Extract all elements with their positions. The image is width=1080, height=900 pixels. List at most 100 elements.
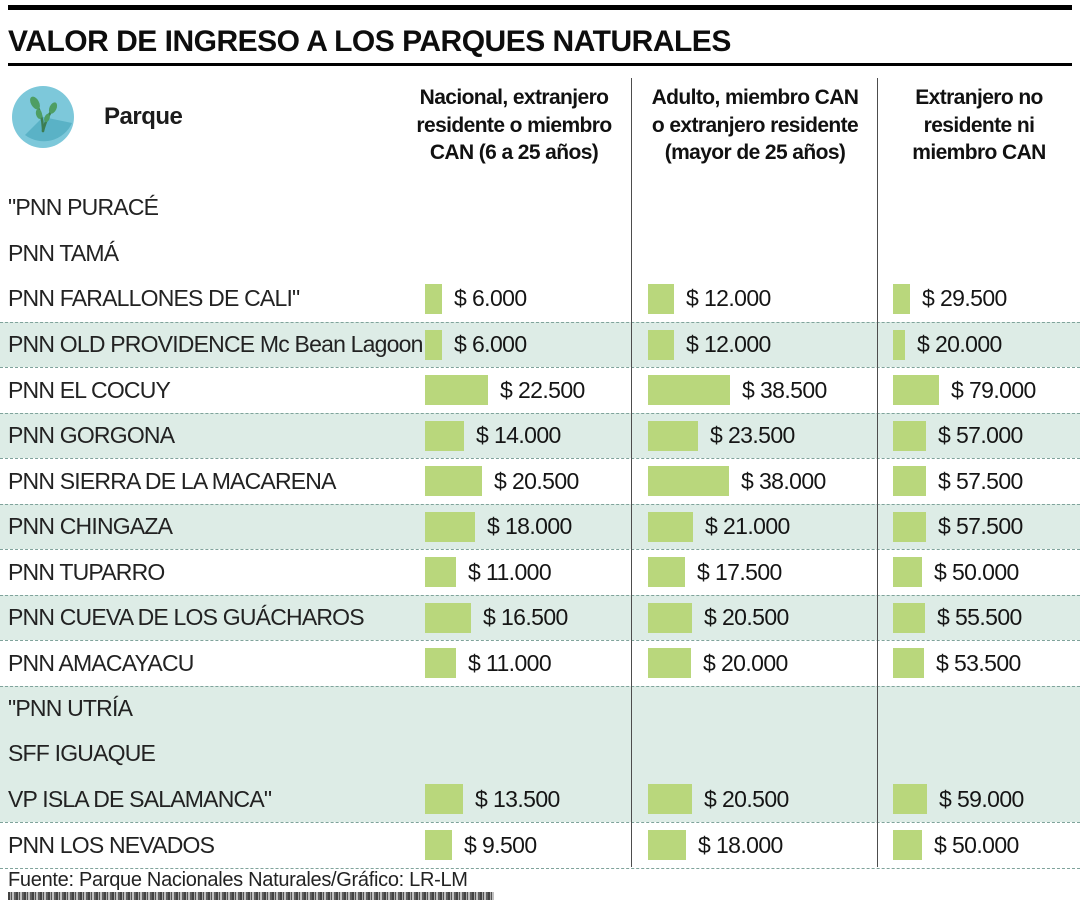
value-bar: [425, 830, 452, 861]
value-bar: [893, 420, 926, 451]
park-name: PNN AMACAYACU: [8, 649, 194, 676]
page-title: VALOR DE INGRESO A LOS PARQUES NATURALES: [8, 25, 731, 58]
table-row: "PNN PURACÉ: [0, 185, 1080, 231]
table-row: PNN FARALLONES DE CALI" $ 6.000 $ 12.000 $ …: [0, 276, 1080, 322]
park-name: PNN OLD PROVIDENCE Mc Bean Lagoon: [8, 331, 423, 358]
value-bar: [648, 466, 729, 497]
value-label: $ 20.500: [494, 467, 579, 494]
value-cell: [632, 687, 878, 732]
value-label: $ 16.500: [483, 604, 568, 631]
value-cell: $ 18.000: [632, 823, 878, 868]
value-bar: [893, 466, 926, 497]
value-bar: [893, 283, 910, 314]
table-row: "PNN UTRÍA: [0, 685, 1080, 732]
title-rule: [8, 63, 1072, 66]
park-name: VP ISLA DE SALAMANCA": [8, 785, 272, 812]
value-cell: $ 59.000: [878, 777, 1080, 823]
table-row: PNN TAMÁ: [0, 231, 1080, 277]
value-cell: $ 12.000: [632, 276, 878, 322]
value-label: $ 23.500: [710, 422, 795, 449]
value-bar: [648, 602, 692, 633]
value-cell: $ 20.500: [420, 459, 632, 504]
value-cell: $ 53.500: [878, 641, 1080, 686]
table-row: PNN GORGONA $ 14.000 $ 23.500 $ 57.000: [0, 412, 1080, 459]
table-row: VP ISLA DE SALAMANCA" $ 13.500 $ 20.500 $ 5…: [0, 776, 1080, 823]
top-rule: [8, 5, 1072, 10]
value-label: $ 53.500: [936, 649, 1021, 676]
value-label: $ 11.000: [468, 649, 552, 676]
column-header-adult: Adulto, miembro CAN o extranjero residen…: [651, 86, 859, 165]
value-bar: [893, 329, 905, 360]
value-label: $ 11.000: [468, 558, 552, 585]
value-label: $ 22.500: [500, 376, 585, 403]
value-cell: $ 38.500: [632, 368, 878, 413]
value-cell: [420, 185, 632, 231]
value-bar: [425, 283, 442, 314]
table-row: PNN LOS NEVADOS $ 9.500 $ 18.000 $ 50.000: [0, 822, 1080, 868]
value-label: $ 20.000: [703, 649, 788, 676]
value-label: $ 57.500: [938, 513, 1023, 540]
value-cell: $ 14.000: [420, 414, 632, 459]
value-bar: [893, 830, 922, 861]
value-label: $ 12.000: [686, 285, 771, 312]
value-bar: [425, 466, 482, 497]
table-row: PNN CHINGAZA $ 18.000 $ 21.000 $ 57.500: [0, 503, 1080, 550]
value-label: $ 57.000: [938, 422, 1023, 449]
value-label: $ 38.000: [741, 467, 826, 494]
value-bar: [648, 830, 686, 861]
table-row: PNN TUPARRO $ 11.000 $ 17.500 $ 50.000: [0, 549, 1080, 595]
value-bar: [425, 557, 456, 588]
fine-print-smudge: [8, 892, 494, 900]
value-label: $ 14.000: [476, 422, 561, 449]
park-column-label: Parque: [104, 103, 183, 130]
value-bar: [893, 648, 924, 679]
value-bar: [425, 420, 464, 451]
value-bar: [425, 511, 475, 542]
source-credit: Fuente: Parque Nacionales Naturales/Gráf…: [8, 869, 468, 891]
table-body: "PNN PURACÉ PNN TAMÁ PNN FARALLONES DE CAL…: [0, 185, 1080, 869]
value-cell: $ 9.500: [420, 823, 632, 868]
value-cell: $ 11.000: [420, 641, 632, 686]
park-name: PNN LOS NEVADOS: [8, 831, 215, 858]
value-label: $ 17.500: [697, 558, 782, 585]
value-bar: [648, 784, 692, 815]
value-cell: [420, 687, 632, 732]
value-cell: $ 79.000: [878, 368, 1080, 413]
value-cell: $ 50.000: [878, 823, 1080, 868]
value-cell: $ 11.000: [420, 550, 632, 595]
value-label: $ 20.500: [704, 785, 789, 812]
park-name: "PNN PURACÉ: [8, 194, 159, 221]
value-label: $ 29.500: [922, 285, 1007, 312]
value-cell: $ 20.500: [632, 777, 878, 823]
table-row: PNN SIERRA DE LA MACARENA $ 20.500 $ 38.00…: [0, 458, 1080, 504]
value-label: $ 12.000: [686, 331, 771, 358]
value-cell: [632, 731, 878, 777]
value-cell: $ 16.500: [420, 596, 632, 641]
value-cell: $ 12.000: [632, 323, 878, 368]
value-bar: [425, 375, 488, 406]
value-cell: $ 57.500: [878, 459, 1080, 504]
value-label: $ 21.000: [705, 513, 790, 540]
value-cell: $ 17.500: [632, 550, 878, 595]
value-label: $ 50.000: [934, 558, 1019, 585]
value-bar: [893, 557, 922, 588]
column-header-national: Nacional, extranjero residente o miembro…: [416, 86, 612, 165]
value-label: $ 50.000: [934, 831, 1019, 858]
value-cell: $ 6.000: [420, 323, 632, 368]
value-label: $ 18.000: [698, 831, 783, 858]
value-label: $ 20.500: [704, 604, 789, 631]
value-label: $ 20.000: [917, 331, 1002, 358]
value-label: $ 18.000: [487, 513, 572, 540]
value-cell: $ 57.500: [878, 505, 1080, 550]
value-cell: $ 29.500: [878, 276, 1080, 322]
value-label: $ 13.500: [475, 785, 560, 812]
value-cell: $ 6.000: [420, 276, 632, 322]
table-row: PNN CUEVA DE LOS GUÁCHAROS $ 16.500 $ 20.5…: [0, 594, 1080, 641]
value-cell: [632, 231, 878, 277]
table-row: PNN EL COCUY $ 22.500 $ 38.500 $ 79.000: [0, 367, 1080, 413]
value-cell: $ 57.000: [878, 414, 1080, 459]
value-cell: [420, 231, 632, 277]
table-row: SFF IGUAQUE: [0, 731, 1080, 777]
value-cell: $ 50.000: [878, 550, 1080, 595]
table-row: PNN OLD PROVIDENCE Mc Bean Lagoon $ 6.000…: [0, 321, 1080, 368]
